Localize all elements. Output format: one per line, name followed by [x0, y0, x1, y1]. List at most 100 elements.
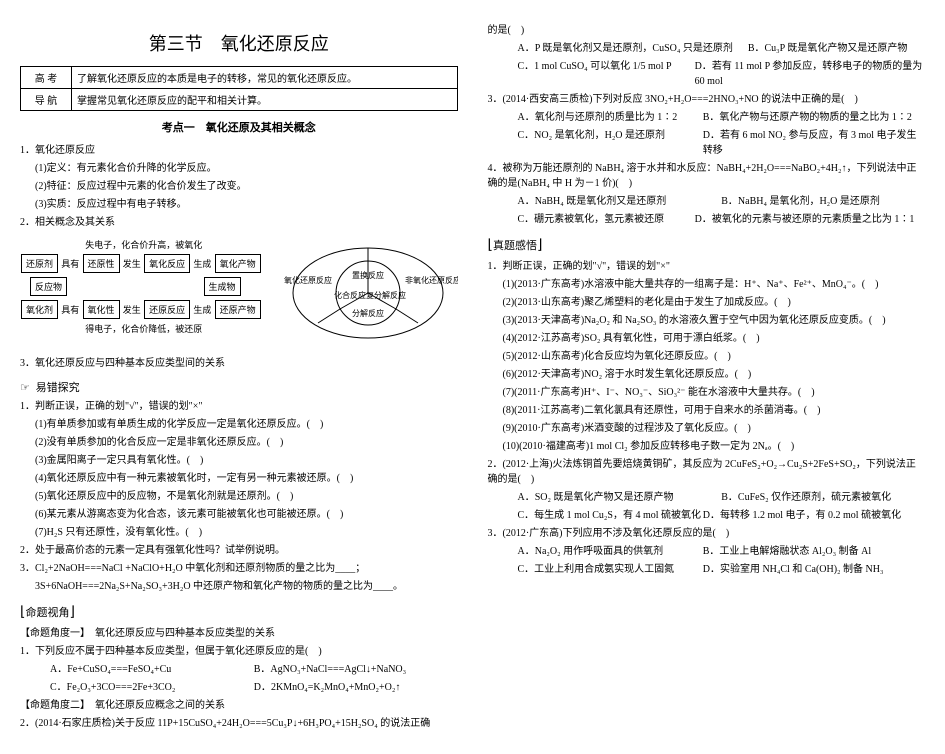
- zt1-4: (4)(2012·江苏高考)SO₂ 具有氧化性，可用于漂白纸浆。( ): [503, 331, 926, 346]
- r4b: B．NaBH₄ 是氧化剂，H₂O 是还原剂: [721, 194, 925, 209]
- mt1-title: 【命题角度一】 氧化还原反应与四种基本反应类型的关系: [20, 626, 458, 641]
- flow-l1a: 具有: [61, 259, 79, 269]
- r2d: D．若有 11 mol P 参加反应，转移电子的物质的量为 60 mol: [695, 59, 925, 89]
- s1-3: (3)实质：反应过程中有电子转移。: [35, 197, 458, 212]
- judge-title: 1．判断正误，正确的划"√"，错误的划"×": [20, 399, 458, 414]
- flow-mid2: 生成物: [204, 277, 241, 296]
- j3: (3)金属阳离子一定只具有氧化性。( ): [35, 453, 458, 468]
- flow-l2a: 具有: [61, 305, 79, 315]
- zt3: 3．(2012·广东高)下列应用不涉及氧化还原反应的是( ): [488, 526, 926, 541]
- nav-r1c2: 了解氧化还原反应的本质是电子的转移，常见的氧化还原反应。: [72, 67, 458, 89]
- j2: (2)没有单质参加的化合反应一定是非氧化还原反应。( ): [35, 435, 458, 450]
- zt1-10: (10)(2010·福建高考)1 mol Cl₂ 参加反应转移电子数一定为 2N…: [503, 439, 926, 454]
- r3c: C．NO₂ 是氧化剂，H₂O 是还原剂: [518, 128, 703, 158]
- flow-r2-d: 还原产物: [215, 300, 261, 319]
- flow-top: 失电子，化合价升高，被氧化: [20, 238, 268, 251]
- pie-l0: 置换反应: [352, 270, 384, 280]
- zhenti-text: 真题感悟: [493, 240, 537, 252]
- zt1-2: (2)(2013·山东高考)聚乙烯塑料的老化是由于发生了加成反应。( ): [503, 295, 926, 310]
- zt1-3: (3)(2013·天津高考)Na₂O₂ 和 Na₂SO₃ 的水溶液久置于空气中因…: [503, 313, 926, 328]
- r4a: A．NaBH₄ 既是氧化剂又是还原剂: [518, 194, 722, 209]
- flow-l1c: 生成: [193, 259, 211, 269]
- pie-outer1: 氧化还原反应: [284, 275, 332, 285]
- r3d: D．若有 6 mol NO₂ 参与反应，有 3 mol 电子发生转移: [703, 128, 925, 158]
- zt1-5: (5)(2012·山东高考)化合反应均为氧化还原反应。( ): [503, 349, 926, 364]
- zt3d: D．实验室用 NH₄Cl 和 Ca(OH)₂ 制备 NH₃: [703, 562, 925, 577]
- mt1-d: D．2KMnO₄=K₂MnO₄+MnO₂+O₂↑: [254, 680, 458, 695]
- flow-r2-b: 氧化性: [83, 300, 120, 319]
- pie-diagram: 置换反应 化合反应 复分解反应 分解反应 氧化还原反应 非氧化还原反应: [278, 238, 458, 348]
- mt1-c: C．Fe₂O₃+3CO===2Fe+3CO₂: [50, 680, 254, 695]
- hand-icon: ☞: [20, 381, 30, 394]
- pie-center: 化合反应: [334, 290, 366, 300]
- nav-r1c1: 高 考: [21, 67, 72, 89]
- zt2c: C．每生成 1 mol Cu₂S，有 4 mol 硫被氧化: [518, 508, 703, 523]
- mingti-heading: ⌊命题视角⌋: [20, 604, 458, 621]
- nav-r2c1: 导 航: [21, 89, 72, 111]
- s1-title: 1．氧化还原反应: [20, 143, 458, 158]
- page-title: 第三节 氧化还原反应: [20, 30, 458, 56]
- flow-r2-c: 还原反应: [144, 300, 190, 319]
- r2b: B．Cu₃P 既是氧化产物又是还原产物: [748, 41, 925, 56]
- nav-table: 高 考 了解氧化还原反应的本质是电子的转移，常见的氧化还原反应。 导 航 掌握常…: [20, 66, 458, 111]
- flow-l2b: 发生: [123, 305, 141, 315]
- zt2b: B．CuFeS₂ 仅作还原剂，硫元素被氧化: [721, 490, 925, 505]
- zt1-1: (1)(2013·广东高考)水溶液中能大量共存的一组离子是：H⁺、Na⁺、Fe²…: [503, 277, 926, 292]
- kaodian-1: 考点一 氧化还原及其相关概念: [20, 119, 458, 135]
- flow-r2-a: 氧化剂: [21, 300, 58, 319]
- nav-r2c2: 掌握常见氧化还原反应的配平和相关计算。: [72, 89, 458, 111]
- diagram-row: 失电子，化合价升高，被氧化 还原剂 具有 还原性 发生 氧化反应 生成 氧化产物…: [20, 238, 458, 348]
- flow-diagram: 失电子，化合价升高，被氧化 还原剂 具有 还原性 发生 氧化反应 生成 氧化产物…: [20, 238, 268, 335]
- r3a: A．氧化剂与还原剂的质量比为 1∶2: [518, 110, 703, 125]
- zt1-8: (8)(2011·江苏高考)二氧化氯具有还原性，可用于自来水的杀菌消毒。( ): [503, 403, 926, 418]
- s3-title: 3．氧化还原反应与四种基本反应类型间的关系: [20, 356, 458, 371]
- zhenti-heading: ⌊真题感悟⌋: [488, 237, 926, 254]
- flow-r1-c: 氧化反应: [144, 254, 190, 273]
- r-cont: 的是( ): [488, 23, 926, 38]
- zt2a: A．SO₂ 既是氧化产物又是还原产物: [518, 490, 722, 505]
- pie-l1: 复分解反应: [366, 290, 406, 300]
- j7: (7)H₂S 只有还原性，没有氧化性。( ): [35, 525, 458, 540]
- q2: 2．处于最高价态的元素一定具有强氧化性吗？试举例说明。: [20, 543, 458, 558]
- mt2-q: 2．(2014·石家庄质检)关于反应 11P+15CuSO₄+24H₂O===5…: [20, 716, 458, 731]
- zt1-6: (6)(2012·天津高考)NO₂ 溶于水时发生氧化还原反应。( ): [503, 367, 926, 382]
- r3b: B．氧化产物与还原产物的物质的量之比为 1∶2: [703, 110, 925, 125]
- zt1: 1．判断正误，正确的划"√"，错误的划"×": [488, 259, 926, 274]
- flow-mid1: 反应物: [30, 277, 67, 296]
- flow-r1-d: 氧化产物: [215, 254, 261, 273]
- q3b: 3S+6NaOH===2Na₂S+Na₂SO₃+3H₂O 中还原产物和氧化产物的…: [35, 579, 458, 594]
- r3: 3．(2014·西安高三质检)下列对反应 3NO₂+H₂O===2HNO₃+NO…: [488, 92, 926, 107]
- r2c: C．1 mol CuSO₄ 可以氧化 1/5 mol P: [518, 59, 695, 89]
- yicuo-text: 易错探究: [36, 382, 80, 394]
- r4: 4．被称为万能还原剂的 NaBH₄ 溶于水并和水反应：NaBH₄+2H₂O===…: [488, 161, 926, 191]
- flow-l1b: 发生: [123, 259, 141, 269]
- flow-r1-a: 还原剂: [21, 254, 58, 273]
- j4: (4)氧化还原反应中有一种元素被氧化时，一定有另一种元素被还原。( ): [35, 471, 458, 486]
- q3: 3．Cl₂+2NaOH===NaCl +NaClO+H₂O 中氧化剂和还原剂物质…: [20, 561, 458, 576]
- mt1-b: B．AgNO₃+NaCl===AgCl↓+NaNO₃: [254, 662, 458, 677]
- mt1-q: 1．下列反应不属于四种基本反应类型，但属于氧化还原反应的是( ): [20, 644, 458, 659]
- zt2d: D．每转移 1.2 mol 电子，有 0.2 mol 硫被氧化: [703, 508, 925, 523]
- zt3c: C．工业上利用合成氨实现人工固氮: [518, 562, 703, 577]
- j1: (1)有单质参加或有单质生成的化学反应一定是氧化还原反应。( ): [35, 417, 458, 432]
- mingti-text: 命题视角: [25, 607, 69, 619]
- flow-r1-b: 还原性: [83, 254, 120, 273]
- pie-outer2: 非氧化还原反应: [405, 275, 458, 285]
- s1-2: (2)特征：反应过程中元素的化合价发生了改变。: [35, 179, 458, 194]
- zt3b: B．工业上电解熔融状态 Al₂O₃ 制备 Al: [703, 544, 925, 559]
- mt2-title: 【命题角度二】 氧化还原反应概念之间的关系: [20, 698, 458, 713]
- zt3a: A．Na₂O₂ 用作呼吸面具的供氧剂: [518, 544, 703, 559]
- r4d: D．被氧化的元素与被还原的元素质量之比为 1∶1: [695, 212, 925, 227]
- j6: (6)某元素从游离态变为化合态，该元素可能被氧化也可能被还原。( ): [35, 507, 458, 522]
- yicuo-heading: ☞ 易错探究: [20, 379, 458, 395]
- zt2: 2．(2012·上海)火法炼铜首先要焙烧黄铜矿，其反应为 2CuFeS₂+O₂→…: [488, 457, 926, 487]
- pie-l2: 分解反应: [352, 308, 384, 318]
- s2-title: 2．相关概念及其关系: [20, 215, 458, 230]
- zt1-7: (7)(2011·广东高考)H⁺、I⁻、NO₃⁻、SiO₃²⁻ 能在水溶液中大量…: [503, 385, 926, 400]
- j5: (5)氧化还原反应中的反应物，不是氧化剂就是还原剂。( ): [35, 489, 458, 504]
- s1-1: (1)定义：有元素化合价升降的化学反应。: [35, 161, 458, 176]
- flow-l2c: 生成: [193, 305, 211, 315]
- r4c: C．硼元素被氧化，氢元素被还原: [518, 212, 695, 227]
- r2a: A．P 既是氧化剂又是还原剂，CuSO₄ 只是还原剂: [518, 41, 748, 56]
- mt1-a: A．Fe+CuSO₄===FeSO₄+Cu: [50, 662, 254, 677]
